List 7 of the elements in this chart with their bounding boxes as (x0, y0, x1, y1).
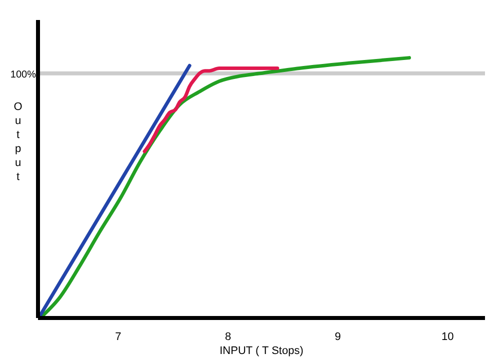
x-tick-label: 9 (334, 330, 341, 343)
x-tick-label: 7 (115, 330, 122, 343)
y-axis-title: Output (14, 101, 23, 183)
x-tick-label: 8 (224, 330, 232, 343)
x-axis-title: INPUT ( T Stops) (220, 345, 304, 357)
x-tick-label: 10 (442, 330, 454, 343)
text: 100% (10, 69, 36, 80)
